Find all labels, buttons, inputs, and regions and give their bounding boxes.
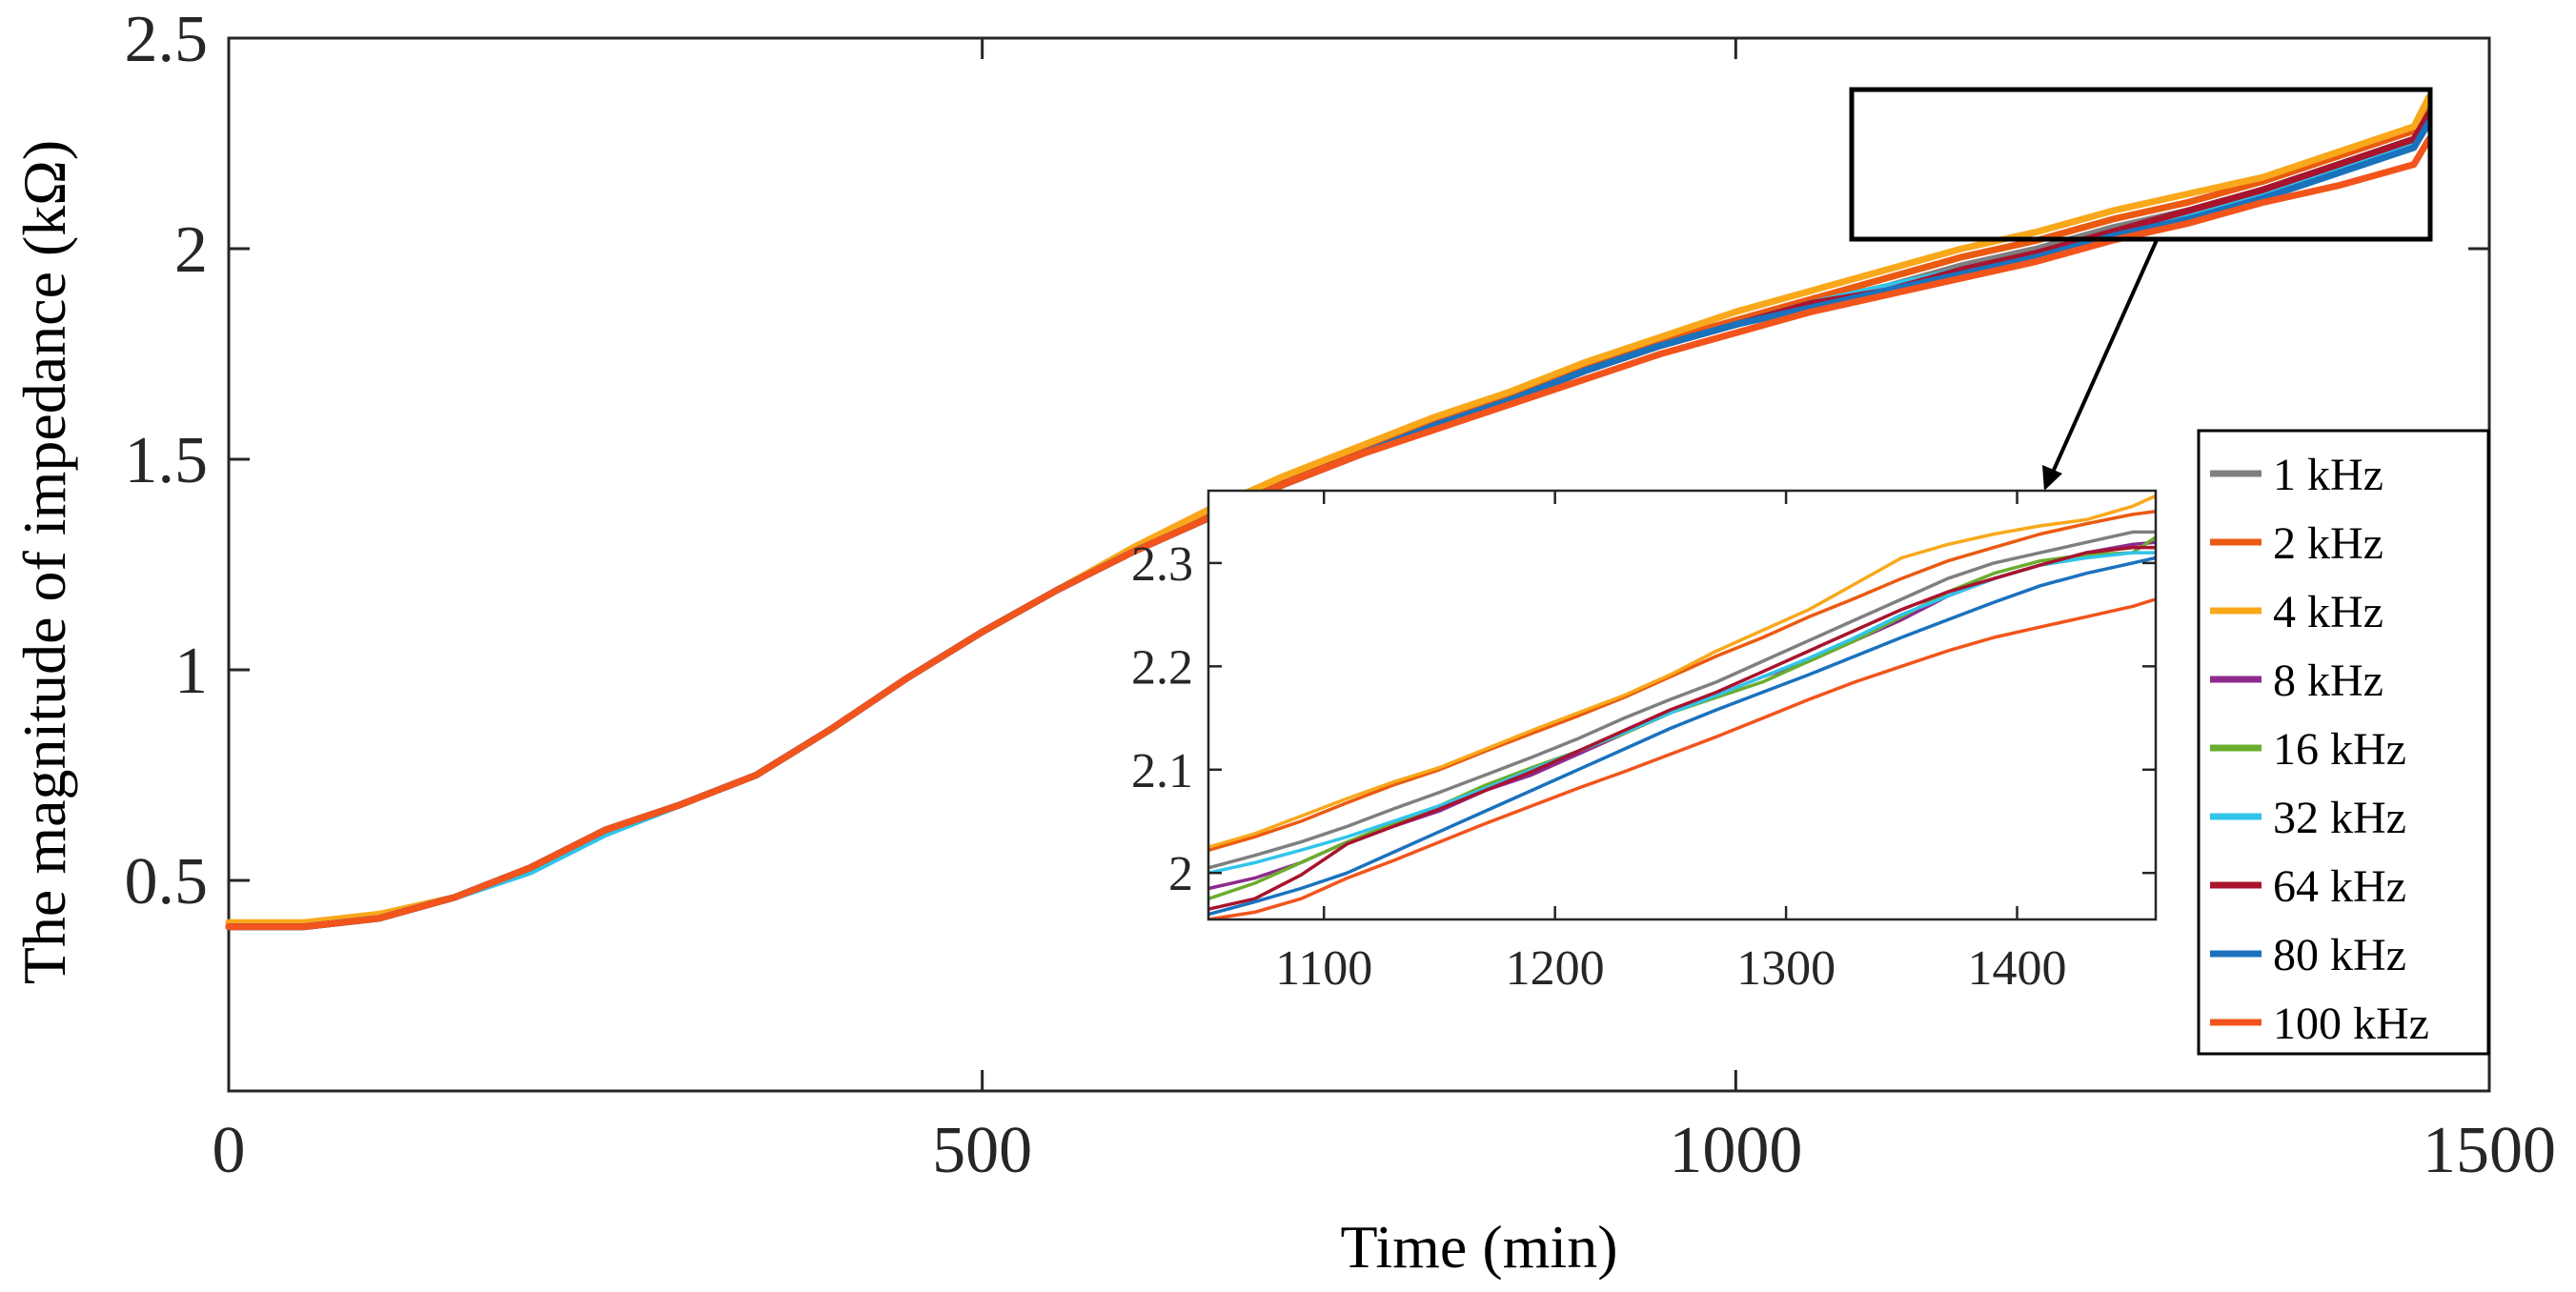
y-tick-label: 2 — [174, 213, 208, 287]
inset-series-group — [1208, 494, 2156, 919]
main-plot — [225, 36, 2491, 1093]
legend-label-1-khz: 1 kHz — [2273, 450, 2383, 500]
inset-series-line-80-khz — [1208, 555, 2156, 917]
x-axis-title: Time (min) — [1341, 1213, 1618, 1281]
legend-label-16-khz: 16 kHz — [2273, 724, 2406, 775]
x-tick-label: 0 — [213, 1114, 246, 1187]
x-tick-label: 500 — [932, 1114, 1032, 1187]
x-tick-label: 1500 — [2423, 1114, 2556, 1187]
inset-series-line-64-khz — [1208, 545, 2156, 911]
legend-label-100-khz: 100 kHz — [2273, 999, 2429, 1049]
y-tick-label: 0.5 — [125, 845, 209, 919]
x-tick-label: 1000 — [1669, 1114, 1802, 1187]
legend-label-32-khz: 32 kHz — [2273, 793, 2406, 843]
y-tick-label: 1.5 — [125, 424, 209, 497]
zoom-arrow — [2042, 239, 2159, 491]
legend: 1 kHz 2 kHz 4 kHz 8 kHz 16 kHz 32 kHz 64 kHz 80… — [2197, 429, 2490, 1056]
zoom-region-box — [1849, 87, 2433, 242]
main-tick-labels: 0 500 1000 1500 0.5 1 1.5 2 2.5 — [125, 3, 2557, 1187]
y-tick-label: 1 — [174, 635, 208, 708]
y-axis-title: The magnitude of impedance (kΩ) — [10, 140, 78, 984]
inset-y-tick-label: 2 — [1168, 847, 1193, 901]
inset-y-tick-label: 2.2 — [1131, 640, 1193, 695]
y-tick-label: 2.5 — [125, 3, 209, 76]
inset-x-tick-label: 1400 — [1968, 941, 2067, 996]
legend-label-8-khz: 8 kHz — [2273, 656, 2383, 706]
inset-y-tick-label: 2.1 — [1131, 744, 1193, 798]
legend-label-64-khz: 64 kHz — [2273, 861, 2406, 912]
inset-tick-labels: 1100 1200 1300 1400 2 2.1 2.2 2.3 — [1131, 537, 2067, 996]
inset-series-line-2-khz — [1208, 509, 2156, 852]
inset-axes-frame — [1207, 489, 2158, 921]
legend-label-80-khz: 80 kHz — [2273, 930, 2406, 980]
inset-plot — [1207, 489, 2158, 921]
legend-label-4-khz: 4 kHz — [2273, 587, 2383, 637]
legend-box — [2197, 429, 2490, 1056]
inset-x-tick-label: 1200 — [1506, 941, 1605, 996]
inset-y-tick-label: 2.3 — [1131, 537, 1193, 592]
inset-x-tick-label: 1300 — [1736, 941, 1836, 996]
inset-series-line-4-khz — [1208, 494, 2156, 849]
inset-series-line-1-khz — [1208, 530, 2156, 870]
inset-series-line-100-khz — [1208, 597, 2156, 919]
inset-x-tick-label: 1100 — [1275, 941, 1372, 996]
legend-label-2-khz: 2 kHz — [2273, 518, 2383, 569]
